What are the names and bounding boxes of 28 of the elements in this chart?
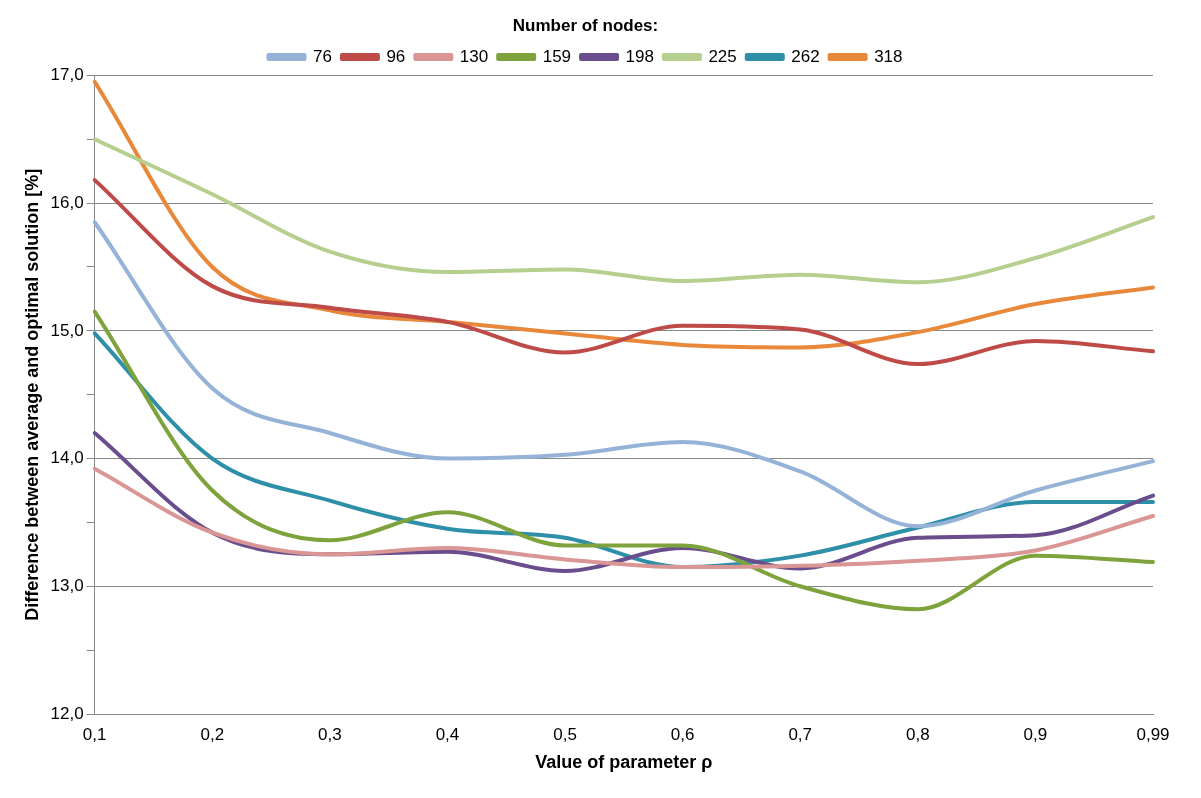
x-tick-label: 0,6 bbox=[670, 724, 695, 744]
y-tick-label: 15,0 bbox=[50, 320, 84, 340]
x-tick-label: 0,3 bbox=[318, 724, 342, 744]
legend-label: 130 bbox=[459, 46, 489, 66]
x-tick-label: 0,9 bbox=[1023, 724, 1048, 744]
y-tick-label: 12,0 bbox=[50, 703, 84, 723]
legend-label: 198 bbox=[625, 46, 654, 66]
legend-label: 159 bbox=[542, 46, 572, 66]
x-tick-label: 0,1 bbox=[82, 724, 107, 744]
x-tick-label: 0,7 bbox=[788, 724, 813, 744]
y-tick-label: 14,0 bbox=[50, 448, 84, 468]
legend-label: 262 bbox=[791, 46, 820, 66]
y-axis-title: Difference between average and optimal solution [%] bbox=[21, 168, 42, 621]
x-axis-title: Value of parameter ρ bbox=[535, 752, 713, 773]
legend-label: 318 bbox=[874, 46, 903, 66]
legend-title: Number of nodes: bbox=[512, 16, 659, 36]
legend-label: 96 bbox=[386, 46, 406, 66]
x-tick-label: 0,2 bbox=[200, 724, 225, 744]
x-tick-label: 0,8 bbox=[906, 724, 930, 744]
y-tick-label: 17,0 bbox=[50, 65, 84, 85]
line-series bbox=[92, 466, 1155, 570]
legend-label: 225 bbox=[708, 46, 737, 66]
legend-label: 76 bbox=[313, 46, 332, 66]
x-tick-label: 0,4 bbox=[435, 724, 460, 744]
x-tick-label: 0,99 bbox=[1136, 724, 1170, 744]
y-tick-label: 13,0 bbox=[50, 575, 84, 595]
x-tick-label: 0,5 bbox=[553, 724, 577, 744]
y-tick-label: 16,0 bbox=[50, 192, 84, 212]
